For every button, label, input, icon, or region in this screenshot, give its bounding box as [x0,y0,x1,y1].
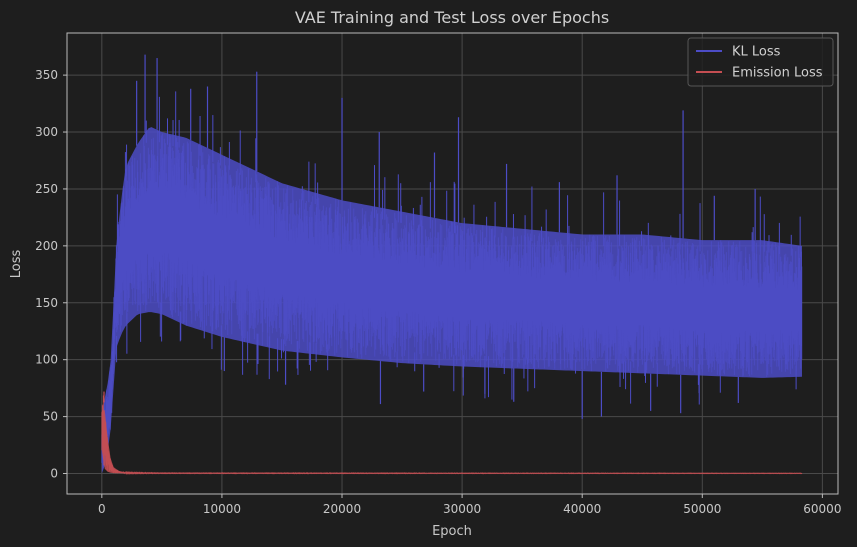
x-tick-label: 30000 [443,502,481,516]
y-tick-label: 50 [43,410,58,424]
x-tick-label: 0 [98,502,106,516]
x-tick-label: 50000 [683,502,721,516]
legend-label: Emission Loss [732,66,823,81]
y-tick-label: 350 [35,68,58,82]
y-tick-label: 200 [35,239,58,253]
series-line [101,395,803,475]
y-tick-label: 150 [35,296,58,310]
plot-area [66,32,839,495]
series-1 [101,391,803,475]
y-axis-label: Loss [9,250,24,279]
y-tick-label: 250 [35,182,58,196]
legend-label: KL Loss [732,45,781,60]
chart-title: VAE Training and Test Loss over Epochs [295,8,609,27]
y-tick-label: 100 [35,353,58,367]
x-tick-label: 40000 [563,502,601,516]
legend-box [687,37,834,87]
x-axis-label: Epoch [432,524,472,539]
y-axis-ticks: 0 50 100 150 200 250 300 350 [35,68,67,481]
y-tick-label: 300 [35,125,58,139]
x-tick-label: 10000 [203,502,241,516]
plot-frame [66,32,839,495]
y-tick-label: 0 [50,467,58,481]
x-tick-label: 60000 [803,502,841,516]
legend: KL Loss Emission Loss [687,37,834,87]
x-axis-ticks: 0 10000 20000 30000 40000 50000 60000 [98,494,841,516]
x-tick-label: 20000 [323,502,361,516]
series-layer [101,54,803,475]
series-0 [101,54,803,474]
series-line [101,130,803,467]
